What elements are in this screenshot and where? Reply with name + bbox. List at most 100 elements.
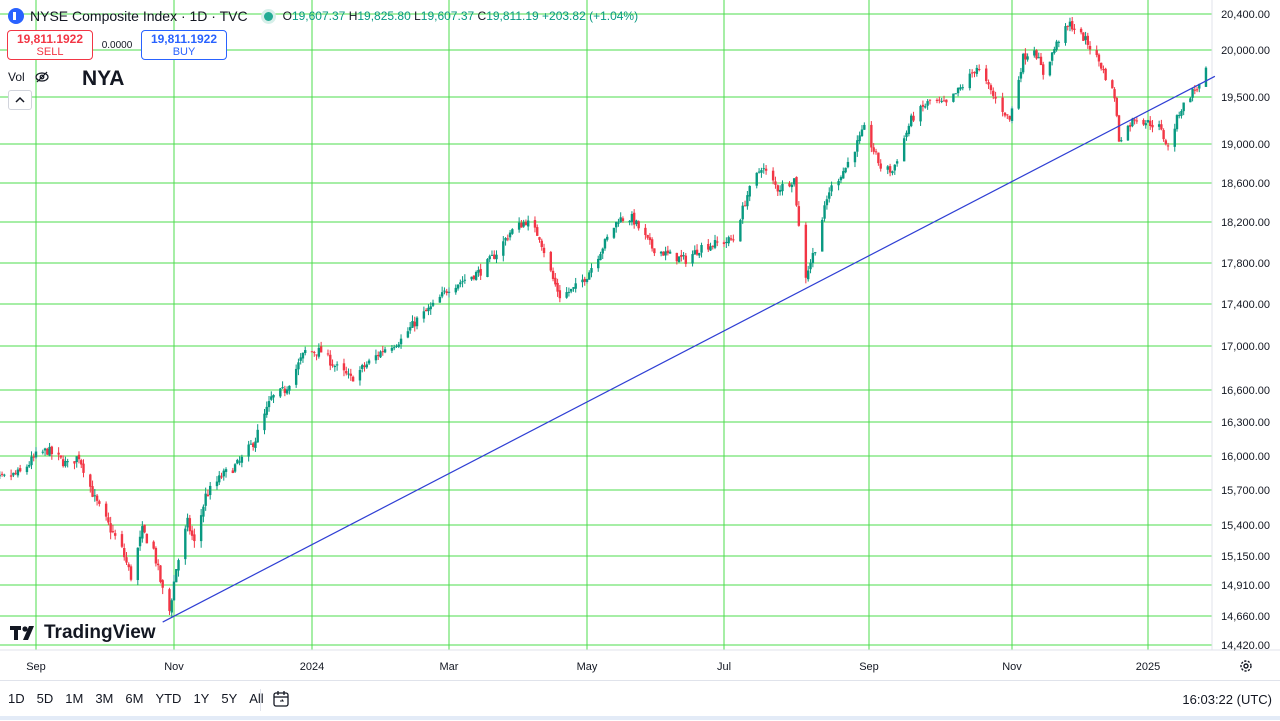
candle-body	[347, 373, 350, 375]
candle-body	[231, 470, 235, 473]
candle-body	[919, 106, 922, 122]
candle-body	[909, 115, 913, 127]
candle-body	[1115, 97, 1118, 116]
candle-body	[109, 523, 112, 533]
candle-body	[294, 368, 298, 385]
candle-body	[326, 353, 330, 355]
candle-body	[926, 101, 929, 106]
candle-body	[746, 195, 749, 207]
candle-body	[145, 533, 149, 544]
candle-body	[1146, 120, 1150, 123]
candle-body	[486, 259, 489, 277]
candle-body	[863, 124, 866, 130]
collapse-legend-button[interactable]	[8, 90, 32, 110]
candle-body	[342, 363, 346, 371]
range-button-5d[interactable]: 5D	[36, 691, 54, 706]
candle-body	[283, 388, 287, 393]
volume-indicator[interactable]: Vol	[8, 70, 49, 84]
candle-body	[1095, 50, 1098, 56]
eye-off-icon[interactable]	[35, 71, 49, 83]
range-button-6m[interactable]: 6M	[125, 691, 144, 706]
utc-clock[interactable]: 16:03:22 (UTC)	[1182, 692, 1272, 707]
trendline-segment[interactable]	[162, 75, 1216, 623]
candle-body	[1026, 56, 1029, 60]
candle-body	[413, 321, 416, 327]
calendar-range-icon[interactable]	[272, 690, 290, 708]
candle-body	[811, 252, 815, 264]
candle-body	[973, 71, 976, 74]
candle-body	[238, 461, 241, 463]
candle-body	[199, 515, 203, 542]
range-button-5y[interactable]: 5Y	[221, 691, 238, 706]
range-button-1y[interactable]: 1Y	[193, 691, 210, 706]
sell-button[interactable]: 19,811.1922 SELL	[7, 30, 93, 60]
range-button-1m[interactable]: 1M	[65, 691, 84, 706]
candle-body	[1104, 68, 1107, 80]
candle-body	[1010, 108, 1014, 122]
candle-body	[968, 73, 972, 89]
sell-label: SELL	[36, 46, 64, 58]
price-tick-label: 15,150.00	[1221, 551, 1270, 563]
candle-body	[677, 256, 681, 263]
candle-body	[905, 132, 908, 138]
candle-body	[764, 168, 768, 171]
range-button-ytd[interactable]: YTD	[155, 691, 182, 706]
price-chart[interactable]: 14,420.00 14,660.00 14,910.00 15,150.00 15,4…	[0, 0, 1280, 680]
candle-body	[345, 371, 348, 374]
candle-body	[152, 541, 155, 549]
candle-body	[650, 239, 654, 249]
candle-body	[558, 290, 562, 299]
tradingview-logo-icon	[10, 626, 34, 640]
candle-body	[502, 241, 505, 256]
time-tick-label: Nov	[164, 661, 184, 673]
candle-body	[1128, 125, 1132, 127]
candle-body	[1068, 21, 1072, 27]
symbol-title[interactable]: NYSE Composite Index · 1D · TVC	[30, 8, 248, 24]
buy-button[interactable]: 19,811.1922 BUY	[141, 30, 227, 60]
candle-body	[215, 481, 219, 487]
candle-body	[942, 100, 946, 102]
candle-body	[664, 251, 667, 256]
candle-body	[1088, 45, 1092, 50]
candle-body	[299, 357, 302, 361]
candle-body	[202, 506, 205, 517]
candle-body	[204, 493, 207, 506]
candle-body	[1111, 80, 1114, 89]
candle-body	[1033, 50, 1036, 56]
candle-body	[41, 451, 44, 453]
range-button-all[interactable]: All	[249, 691, 264, 706]
candle-body	[1189, 98, 1192, 103]
candle-body	[443, 290, 446, 292]
candle-body	[1166, 145, 1170, 147]
time-axis[interactable]: Sep Nov 2024 Mar May Jul Sep Nov 2025	[26, 661, 1160, 673]
candle-body	[856, 140, 859, 152]
candle-body	[129, 566, 133, 580]
settings-icon[interactable]	[1239, 659, 1253, 673]
candle-body	[80, 460, 83, 465]
candle-body	[156, 563, 160, 566]
trendline[interactable]	[162, 75, 1216, 623]
candle-body	[95, 495, 99, 501]
range-button-1d[interactable]: 1D	[8, 691, 25, 706]
candle-body	[1204, 67, 1208, 87]
candle-body	[1017, 79, 1020, 109]
candle-body	[456, 284, 460, 289]
close-label: C	[477, 9, 487, 23]
candle-body	[32, 456, 35, 458]
trade-panel: 19,811.1922 SELL 0.0000 19,811.1922 BUY	[7, 30, 227, 60]
candle-body	[1142, 119, 1145, 125]
candle-body	[251, 443, 255, 448]
candle-body	[172, 581, 176, 601]
candle-body	[488, 256, 491, 260]
candle-body	[762, 168, 765, 170]
candle-body	[872, 147, 875, 152]
chart-grid	[0, 0, 1280, 651]
range-button-3m[interactable]: 3M	[95, 691, 114, 706]
price-axis[interactable]: 14,420.00 14,660.00 14,910.00 15,150.00 15,4…	[1221, 9, 1270, 652]
candle-body	[374, 355, 378, 361]
candle-body	[61, 459, 65, 467]
tradingview-logo[interactable]: TradingView	[10, 622, 156, 644]
candle-body	[994, 96, 997, 99]
candle-body	[823, 205, 826, 219]
candle-body	[526, 220, 530, 227]
